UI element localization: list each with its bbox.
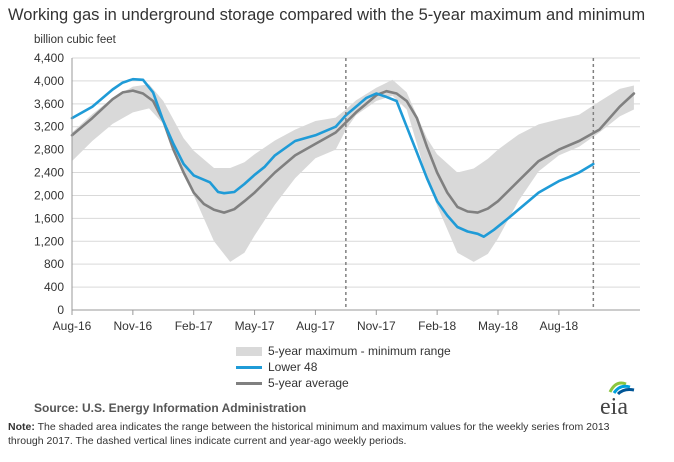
x-tick-label: Aug-17 [296,319,335,333]
range-band [72,79,634,262]
dashed-markers-group [345,58,595,310]
legend-item-average: 5-year average [236,375,451,391]
x-tick-label: Feb-17 [175,319,213,333]
y-tick-label: 400 [44,280,64,294]
x-tick-label: May-17 [235,319,275,333]
y-tick-label: 2,000 [34,188,64,202]
x-tick-label: Nov-16 [114,319,153,333]
eia-logo-icon: eia [600,381,635,418]
note-label: Note: [8,421,35,433]
y-axis-unit-label: billion cubic feet [34,34,116,46]
x-tick-label: May-18 [478,319,518,333]
eia-logo-text: eia [600,394,628,418]
y-tick-label: 3,600 [34,97,64,111]
x-tick-label: Aug-18 [540,319,579,333]
y-tick-label: 2,800 [34,143,64,157]
note-text: Note: The shaded area indicates the rang… [8,420,648,448]
y-tick-labels: 0 400 800 1,200 1,600 2,000 2,400 2,800 3,200 3,6… [34,51,64,317]
y-tick-label: 4,000 [34,74,64,88]
x-tick-label: Feb-18 [418,319,456,333]
legend-label-average: 5-year average [268,376,349,390]
x-tick-label: Aug-16 [53,319,92,333]
chart-svg: 0 400 800 1,200 1,600 2,000 2,400 2,800 3,200 3,6… [34,51,640,333]
x-tick-label: Nov-17 [357,319,396,333]
y-tick-label: 2,400 [34,166,64,180]
series-line-lower48 [70,77,595,238]
source-text: Source: U.S. Energy Information Administ… [34,401,307,415]
chart-title: Working gas in underground storage compa… [8,6,646,24]
grid-lines [72,57,640,288]
y-tick-label: 1,600 [34,211,64,225]
x-tick-labels: Aug-16 Nov-16 Feb-17 May-17 Aug-17 Nov-17 Feb-… [53,310,579,333]
legend-swatch-average [236,381,262,385]
y-tick-label: 1,200 [34,234,64,248]
legend-item-lower48: Lower 48 [236,359,451,375]
axes-group [71,58,640,311]
legend-item-range: 5-year maximum - minimum range [236,343,451,359]
y-tick-label: 0 [57,303,64,317]
range-band-group [72,79,634,262]
note-body: The shaded area indicates the range betw… [8,421,610,447]
legend: 5-year maximum - minimum range Lower 48 … [236,343,451,391]
legend-label-lower48: Lower 48 [268,360,318,374]
y-tick-label: 4,400 [34,51,64,65]
legend-swatch-range [236,346,262,356]
series-lines-group [70,77,636,238]
legend-label-range: 5-year maximum - minimum range [268,344,451,358]
legend-swatch-lower48 [236,365,262,369]
y-tick-label: 800 [44,257,64,271]
y-tick-label: 3,200 [34,120,64,134]
